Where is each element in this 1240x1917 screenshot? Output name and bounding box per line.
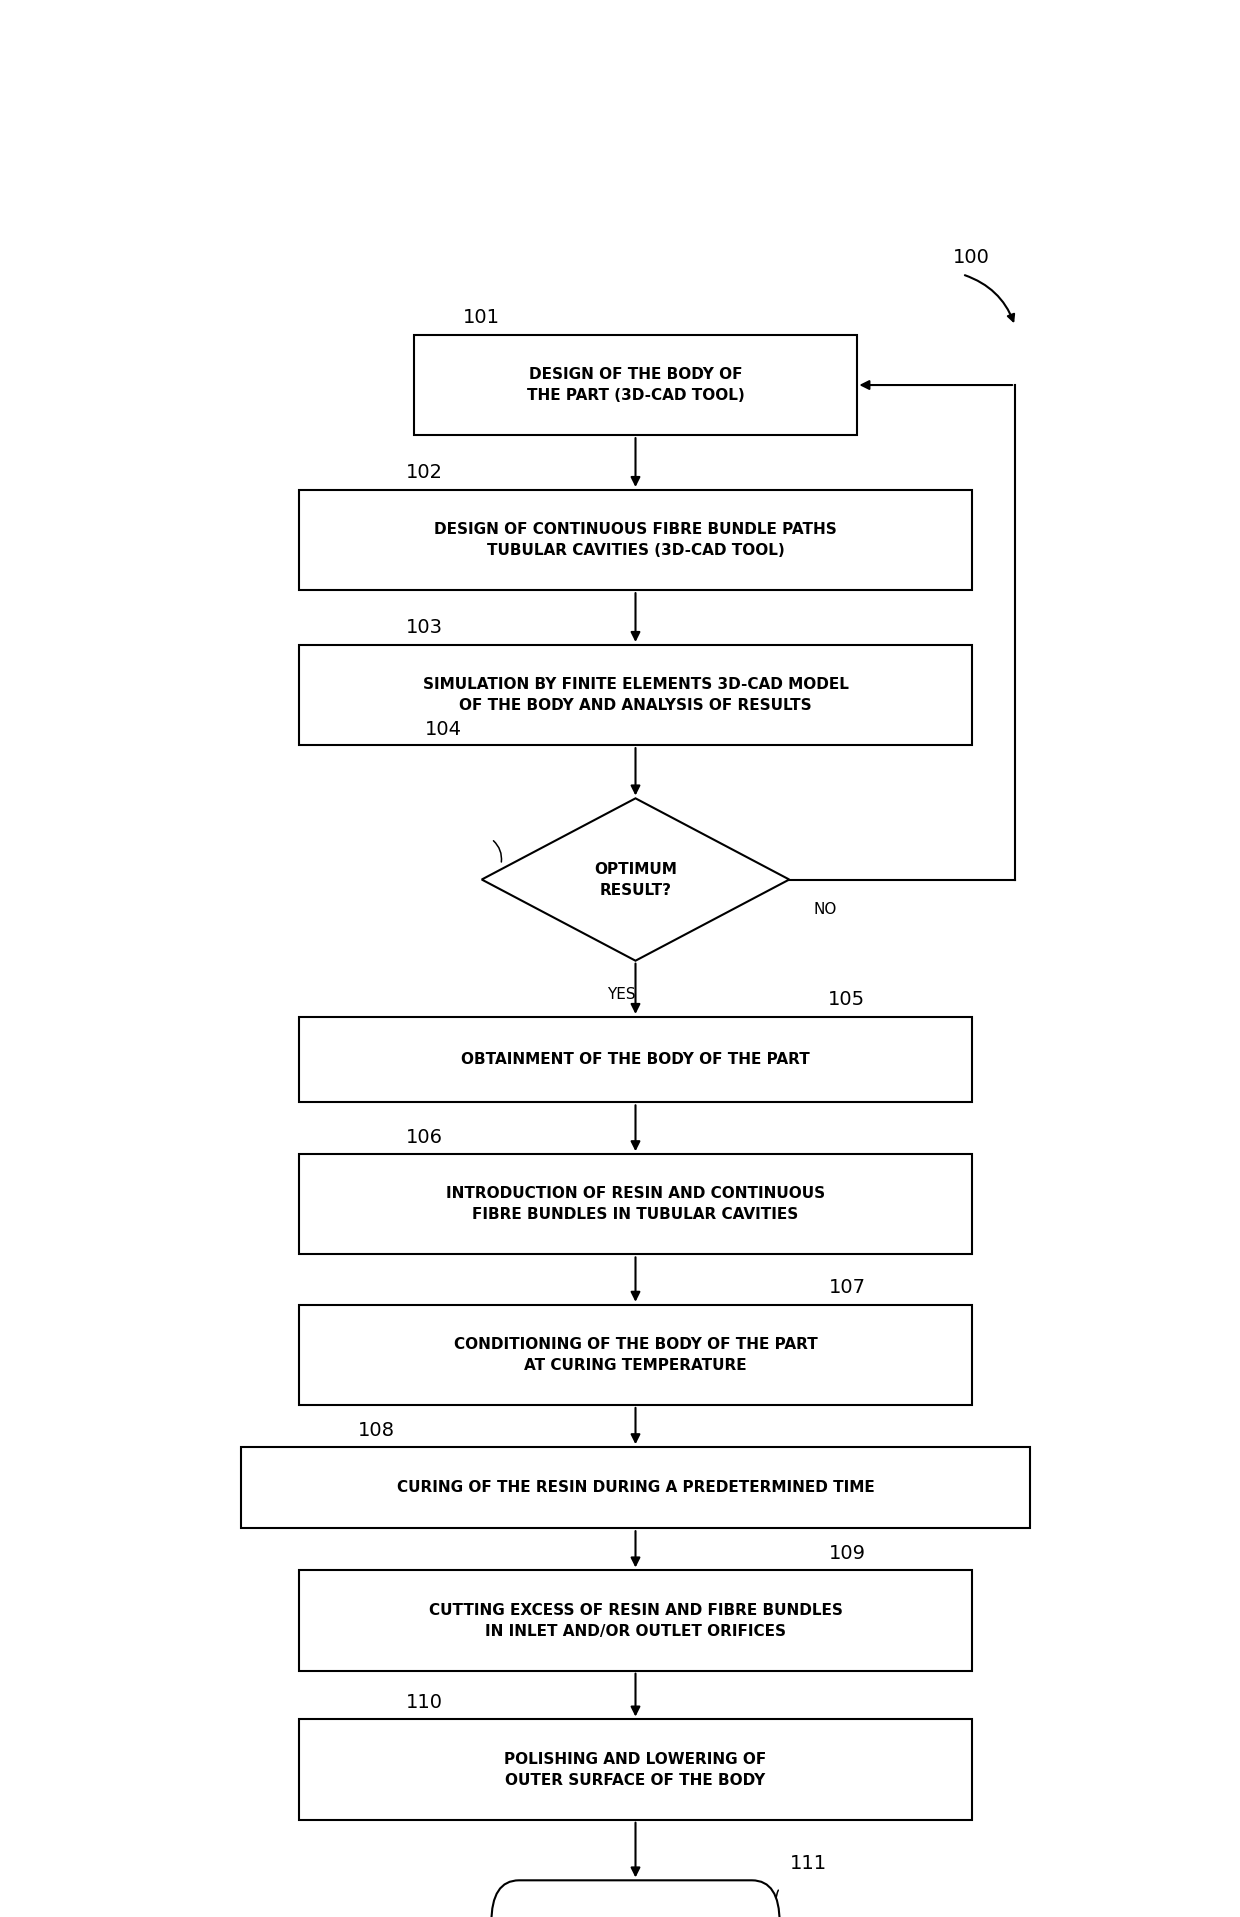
- Text: INTRODUCTION OF RESIN AND CONTINUOUS
FIBRE BUNDLES IN TUBULAR CAVITIES: INTRODUCTION OF RESIN AND CONTINUOUS FIB…: [446, 1187, 825, 1223]
- Text: OBTAINMENT OF THE BODY OF THE PART: OBTAINMENT OF THE BODY OF THE PART: [461, 1052, 810, 1068]
- Text: 101: 101: [464, 309, 500, 328]
- FancyBboxPatch shape: [242, 1447, 1029, 1528]
- Text: YES: YES: [606, 987, 635, 1003]
- Text: CURING OF THE RESIN DURING A PREDETERMINED TIME: CURING OF THE RESIN DURING A PREDETERMIN…: [397, 1480, 874, 1495]
- FancyBboxPatch shape: [299, 1570, 972, 1672]
- Text: DESIGN OF CONTINUOUS FIBRE BUNDLE PATHS
TUBULAR CAVITIES (3D-CAD TOOL): DESIGN OF CONTINUOUS FIBRE BUNDLE PATHS …: [434, 521, 837, 558]
- Text: CUTTING EXCESS OF RESIN AND FIBRE BUNDLES
IN INLET AND/OR OUTLET ORIFICES: CUTTING EXCESS OF RESIN AND FIBRE BUNDLE…: [429, 1603, 842, 1639]
- Text: 104: 104: [425, 721, 461, 740]
- Text: 108: 108: [357, 1420, 394, 1440]
- FancyBboxPatch shape: [299, 1016, 972, 1102]
- Text: 105: 105: [828, 991, 866, 1010]
- Text: 107: 107: [828, 1279, 866, 1298]
- Text: CONDITIONING OF THE BODY OF THE PART
AT CURING TEMPERATURE: CONDITIONING OF THE BODY OF THE PART AT …: [454, 1336, 817, 1373]
- FancyBboxPatch shape: [299, 1720, 972, 1819]
- Text: 100: 100: [952, 247, 990, 266]
- Text: POLISHING AND LOWERING OF
OUTER SURFACE OF THE BODY: POLISHING AND LOWERING OF OUTER SURFACE …: [505, 1752, 766, 1787]
- Text: 110: 110: [405, 1693, 443, 1712]
- FancyBboxPatch shape: [299, 644, 972, 746]
- Text: 109: 109: [828, 1543, 866, 1562]
- Polygon shape: [481, 797, 789, 960]
- FancyBboxPatch shape: [299, 1305, 972, 1405]
- Text: NO: NO: [813, 901, 837, 916]
- Text: SIMULATION BY FINITE ELEMENTS 3D-CAD MODEL
OF THE BODY AND ANALYSIS OF RESULTS: SIMULATION BY FINITE ELEMENTS 3D-CAD MOD…: [423, 677, 848, 713]
- FancyBboxPatch shape: [299, 491, 972, 590]
- Text: 106: 106: [405, 1127, 443, 1146]
- FancyBboxPatch shape: [299, 1154, 972, 1254]
- FancyBboxPatch shape: [414, 335, 857, 435]
- Text: OPTIMUM
RESULT?: OPTIMUM RESULT?: [594, 861, 677, 897]
- Text: 103: 103: [405, 619, 443, 638]
- Text: DESIGN OF THE BODY OF
THE PART (3D-CAD TOOL): DESIGN OF THE BODY OF THE PART (3D-CAD T…: [527, 366, 744, 403]
- Text: 102: 102: [405, 464, 443, 483]
- Text: 111: 111: [790, 1854, 827, 1873]
- FancyBboxPatch shape: [491, 1881, 780, 1917]
